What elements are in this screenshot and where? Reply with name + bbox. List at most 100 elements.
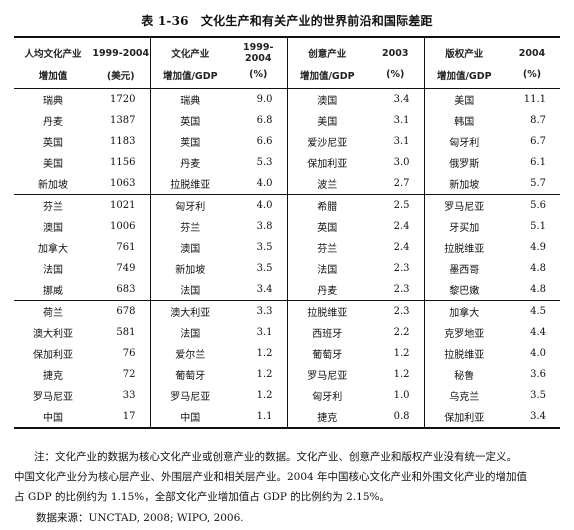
column-header: 2003 bbox=[367, 36, 425, 64]
value-cell: 3.1 bbox=[230, 322, 288, 343]
country-cell: 澳国 bbox=[43, 223, 63, 234]
country-cell: 丹麦 bbox=[180, 159, 201, 170]
country-cell: 法国 bbox=[180, 286, 201, 297]
country-cell: 俄罗斯 bbox=[449, 159, 480, 170]
country-cell: 捷克 bbox=[43, 371, 63, 382]
country-cell: 匈牙利 bbox=[449, 138, 480, 149]
country-cell: 法国 bbox=[43, 265, 63, 276]
country-cell: 美国 bbox=[43, 159, 63, 170]
column-header: 文化产业 bbox=[150, 36, 230, 64]
column-subheader: (%) bbox=[367, 64, 425, 89]
column-subheader: (%) bbox=[504, 64, 560, 89]
value-cell: 3.1 bbox=[367, 131, 425, 152]
value-cell: 1.0 bbox=[367, 385, 425, 406]
country-cell: 波兰 bbox=[317, 180, 338, 191]
country-cell: 丹麦 bbox=[317, 286, 338, 297]
country-cell: 保加利亚 bbox=[33, 350, 73, 361]
country-cell: 秘鲁 bbox=[454, 371, 475, 382]
value-cell: 1.2 bbox=[230, 385, 288, 406]
table-row: 罗马尼亚 33 罗马尼亚 1.2 匈牙利 1.0 乌克兰 3.5 bbox=[14, 385, 560, 406]
country-cell: 中国 bbox=[150, 406, 230, 429]
country-cell: 乌克兰 bbox=[449, 392, 480, 403]
value-cell: 2.4 bbox=[367, 237, 425, 258]
value-cell: 1063 bbox=[92, 173, 151, 195]
country-cell: 英国 bbox=[43, 138, 63, 149]
country-cell: 法国 bbox=[317, 265, 338, 276]
column-subheader: 增加值/GDP bbox=[424, 64, 504, 89]
country-cell: 瑞典 bbox=[180, 96, 201, 107]
column-header: 2004 bbox=[504, 36, 560, 64]
footnote-line: 占 GDP 的比例约为 1.15%，全部文化产业增加值占 GDP 的比例约为 2… bbox=[14, 491, 390, 503]
value-cell: 1021 bbox=[92, 194, 151, 216]
value-cell: 4.0 bbox=[230, 194, 288, 216]
country-cell: 希腊 bbox=[287, 194, 367, 216]
country-cell: 保加利亚 bbox=[307, 159, 348, 170]
country-cell: 美国 bbox=[317, 117, 338, 128]
table-row: 中国 17 中国 1.1 捷克 0.8 保加利亚 3.4 bbox=[14, 406, 560, 429]
country-cell: 丹麦 bbox=[43, 117, 63, 128]
value-cell: 0.8 bbox=[367, 406, 425, 429]
value-cell: 11.1 bbox=[523, 94, 546, 105]
table-row: 美国 1156 丹麦 5.3 保加利亚 3.0 俄罗斯 6.1 bbox=[14, 152, 560, 173]
value-cell: 76 bbox=[92, 343, 151, 364]
country-cell: 挪威 bbox=[43, 286, 63, 297]
value-cell: 1.1 bbox=[230, 406, 288, 429]
country-cell: 爱沙尼亚 bbox=[307, 138, 348, 149]
value-cell: 761 bbox=[92, 237, 151, 258]
value-cell: 6.1 bbox=[530, 157, 546, 168]
country-cell: 加拿大 bbox=[424, 300, 504, 322]
value-cell: 3.5 bbox=[230, 258, 288, 279]
value-cell: 3.8 bbox=[230, 216, 288, 237]
country-cell: 澳大利亚 bbox=[150, 300, 230, 322]
country-cell: 捷克 bbox=[287, 406, 367, 429]
table-row: 荷兰 678 澳大利亚 3.3 拉脱维亚 2.3 加拿大 4.5 bbox=[14, 300, 560, 322]
country-cell: 新加坡 bbox=[449, 180, 480, 191]
table-title: 表 1-36 文化生产和有关产业的世界前沿和国际差距 bbox=[141, 14, 433, 28]
value-cell: 4.4 bbox=[530, 327, 546, 338]
country-cell: 荚国 bbox=[180, 138, 201, 149]
country-cell: 匈牙利 bbox=[150, 194, 230, 216]
value-cell: 683 bbox=[92, 279, 151, 301]
value-cell: 2.5 bbox=[367, 194, 425, 216]
value-cell: 1.2 bbox=[230, 343, 288, 364]
column-header: 1999-2004 bbox=[230, 36, 288, 64]
value-cell: 6.7 bbox=[530, 136, 546, 147]
country-cell: 澳国 bbox=[180, 244, 201, 255]
value-cell: 1156 bbox=[92, 152, 151, 173]
value-cell: 4.8 bbox=[530, 284, 546, 295]
table-row: 法国 749 新加坡 3.5 法国 2.3 墨西哥 4.8 bbox=[14, 258, 560, 279]
country-cell: 墨西哥 bbox=[449, 265, 480, 276]
value-cell: 1006 bbox=[92, 216, 151, 237]
table-row: 保加利亚 76 爱尔兰 1.2 葡萄牙 1.2 拉脱维亚 4.0 bbox=[14, 343, 560, 364]
country-cell: 新加坡 bbox=[38, 180, 68, 191]
value-cell: 1.2 bbox=[367, 364, 425, 385]
value-cell: 2.3 bbox=[367, 258, 425, 279]
value-cell: 5.1 bbox=[530, 221, 546, 232]
country-cell: 葡萄牙 bbox=[175, 371, 206, 382]
country-cell: 克罗地亚 bbox=[444, 329, 485, 340]
country-cell: 芬兰 bbox=[180, 223, 201, 234]
country-cell: 中国 bbox=[14, 406, 92, 429]
value-cell: 17 bbox=[92, 406, 151, 429]
country-cell: 拉脱维亚 bbox=[444, 350, 485, 361]
value-cell: 3.6 bbox=[530, 369, 546, 380]
country-cell: 西班牙 bbox=[312, 329, 343, 340]
table-row: 澳国 1006 芬兰 3.8 英国 2.4 牙买加 5.1 bbox=[14, 216, 560, 237]
country-cell: 英国 bbox=[317, 223, 338, 234]
value-cell: 749 bbox=[92, 258, 151, 279]
value-cell: 3.3 bbox=[230, 300, 288, 322]
table-row: 挪威 683 法国 3.4 丹麦 2.3 黎巴嫩 4.8 bbox=[14, 279, 560, 301]
header-row-2: 增加值 (美元) 增加值/GDP (%) 增加值/GDP (%) 增加值/GDP… bbox=[14, 64, 560, 89]
table-row: 瑞典 1720 瑞典 9.0 澳国 3.4 美国 11.1 bbox=[14, 88, 560, 110]
column-header: 创意产业 bbox=[287, 36, 367, 64]
value-cell: 1.2 bbox=[367, 343, 425, 364]
value-cell: 8.7 bbox=[530, 115, 546, 126]
value-cell: 2.3 bbox=[367, 279, 425, 301]
footnote-line: 注：文化产业的数据为核心文化产业或创意产业的数据。文化产业、创意产业和版权产业没… bbox=[34, 451, 517, 463]
value-cell: 6.8 bbox=[230, 110, 288, 131]
value-cell: 1387 bbox=[92, 110, 151, 131]
country-cell: 黎巴嫩 bbox=[449, 286, 480, 297]
column-subheader: (美元) bbox=[92, 64, 151, 89]
country-cell: 拉脱维亚 bbox=[170, 180, 211, 191]
country-cell: 澳大利亚 bbox=[33, 329, 73, 340]
